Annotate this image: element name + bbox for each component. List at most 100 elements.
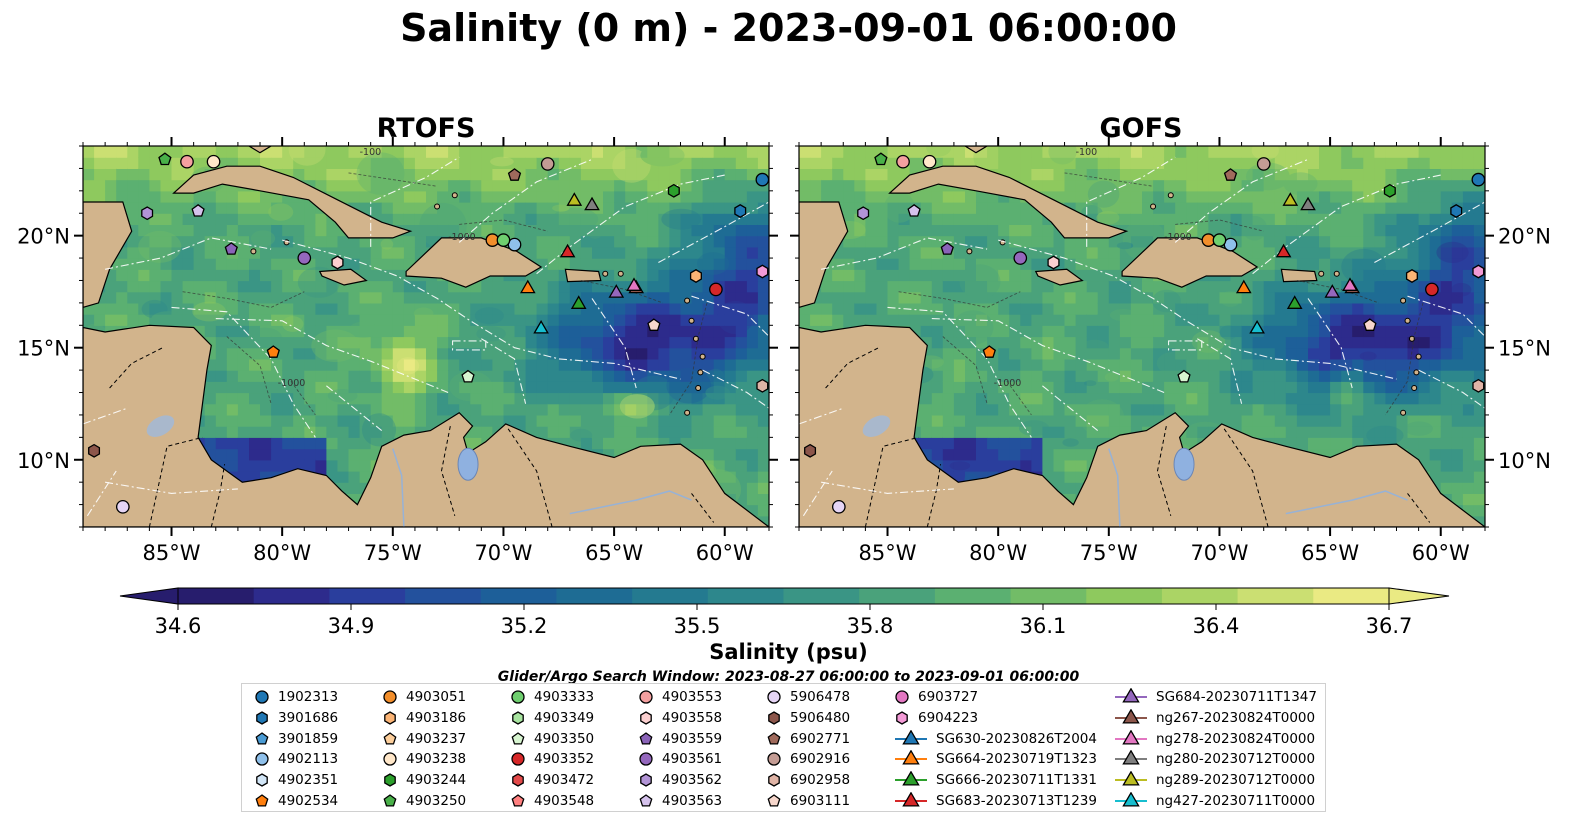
legend-marker-icon xyxy=(1115,792,1147,807)
obs-marker-3901686 xyxy=(1450,204,1463,218)
obs-marker-4903562 xyxy=(857,206,870,221)
obs-marker-1902313 xyxy=(1471,172,1485,187)
legend-item: ng278-20230824T0000 xyxy=(1114,729,1315,749)
legend-item: ng267-20230824T0000 xyxy=(1114,708,1315,728)
colorbar-segment xyxy=(1086,588,1163,604)
river xyxy=(569,490,692,515)
colorbar-segment xyxy=(253,588,330,604)
x-tick-label: 60°W xyxy=(696,541,754,565)
legend-item: 3901686 xyxy=(254,708,338,728)
legend-item: SG666-20230711T1331 xyxy=(894,770,1097,790)
legend-label: 4903350 xyxy=(534,730,595,747)
obs-marker-4902534 xyxy=(266,345,280,358)
colorbar-extend-high xyxy=(1388,587,1450,605)
colorbar: 34.6 34.9 35.2 35.5 35.8 36.1 36.4 36.7 xyxy=(119,587,1450,638)
eez-boundaries xyxy=(799,156,1485,517)
colorbar-segment xyxy=(1010,588,1087,604)
colorbar-segment xyxy=(556,588,633,604)
colorbar-segment xyxy=(178,588,255,604)
obs-marker-4902534 xyxy=(982,345,996,358)
legend-item: 4903561 xyxy=(638,749,722,769)
legend-label: SG666-20230711T1331 xyxy=(936,772,1097,789)
obs-marker-6903111 xyxy=(647,318,661,331)
eez-boundaries xyxy=(83,156,769,517)
contour-label: -1000 xyxy=(278,378,306,389)
legend-marker-icon xyxy=(256,773,268,787)
legend: 1902313 3901686 3901859 4902113 4902351 49025… xyxy=(241,683,1326,812)
legend-label: 4903250 xyxy=(406,793,467,809)
lake-nicaragua xyxy=(862,415,891,437)
legend-marker-icon xyxy=(895,792,927,807)
legend-marker-icon xyxy=(383,752,397,767)
legend-item: 4903250 xyxy=(382,791,466,811)
x-tick-label: 65°W xyxy=(1301,541,1359,565)
axes-frame: 85°W 80°W 75°W 70°W 65°W 60°W 20°N 15°N 10°N xyxy=(17,137,778,565)
obs-marker-4903350 xyxy=(461,369,475,383)
colorbar-tick-label: 35.2 xyxy=(501,614,548,638)
colorbar-segment xyxy=(859,588,936,604)
legend-marker-icon xyxy=(767,752,781,767)
obs-marker-4903562 xyxy=(141,206,154,221)
obs-marker-4903561 xyxy=(297,251,312,265)
legend-marker-icon xyxy=(1115,688,1147,703)
observation-markers xyxy=(88,152,769,514)
contour-label: -1000 xyxy=(994,378,1022,389)
contour-label: -1000 xyxy=(448,232,476,243)
legend-item: 6903727 xyxy=(894,687,978,707)
obs-marker-4903350 xyxy=(1177,369,1191,383)
land-masses xyxy=(83,146,769,527)
legend-label: 4903558 xyxy=(662,709,723,726)
river xyxy=(392,448,405,527)
legend-item: 1902313 xyxy=(254,687,338,707)
legend-item: 4903333 xyxy=(510,687,594,707)
obs-marker-4903238 xyxy=(922,154,937,169)
legend-item: 6902958 xyxy=(766,770,850,790)
river xyxy=(1108,448,1121,527)
x-tick-label: 85°W xyxy=(143,541,201,565)
colorbar-tick-label: 35.5 xyxy=(674,614,721,638)
colorbar-segment xyxy=(707,588,785,604)
obs-marker-4903352 xyxy=(709,282,723,297)
legend-label: 4903563 xyxy=(662,793,723,809)
legend-label: 4903051 xyxy=(406,689,467,705)
legend-marker-icon xyxy=(767,794,781,807)
obs-marker-4903186 xyxy=(689,269,702,283)
obs-marker-6904223 xyxy=(1472,264,1485,279)
map-panel-gofs: -1000 -1000 -100 85°W 80°W 75°W 70°W 65°W 60°W 20… xyxy=(790,137,1551,565)
obs-marker-ng280-20230712T0000 xyxy=(584,196,600,211)
obs-marker-4903238 xyxy=(206,154,221,169)
legend-label: SG684-20230711T1347 xyxy=(1156,689,1317,705)
colorbar-segment xyxy=(632,588,709,604)
legend-label: 6902771 xyxy=(790,730,851,747)
legend-marker-icon xyxy=(895,750,927,765)
legend-label: 4903237 xyxy=(406,730,467,747)
obs-marker-4903186 xyxy=(1405,269,1418,283)
legend-marker-icon xyxy=(1115,750,1147,765)
obs-marker-4903333 xyxy=(1212,233,1227,247)
colorbar-extend-low xyxy=(119,587,179,605)
legend-item: 6903111 xyxy=(766,791,850,811)
colorbar-tick-label: 35.8 xyxy=(847,614,894,638)
obs-marker-4903250 xyxy=(158,152,172,166)
legend-item: 4903350 xyxy=(510,729,594,749)
legend-item: 4903553 xyxy=(638,687,722,707)
x-tick-label: 70°W xyxy=(1190,541,1248,565)
legend-label: 4903352 xyxy=(534,751,595,768)
obs-marker-6903111 xyxy=(1363,318,1377,331)
legend-item: 4902534 xyxy=(254,791,338,811)
legend-label: 6902958 xyxy=(790,772,851,789)
x-tick-label: 80°W xyxy=(969,541,1027,565)
obs-marker-4903559 xyxy=(224,242,238,255)
colorbar-segment xyxy=(405,588,482,604)
legend-item: 5906478 xyxy=(766,687,850,707)
legend-marker-icon xyxy=(255,752,269,767)
legend-item: 5906480 xyxy=(766,708,850,728)
bathymetry-contours xyxy=(898,172,1424,416)
lake-maracaibo xyxy=(457,447,479,481)
obs-marker-5906480 xyxy=(804,443,817,458)
legend-label: ng289-20230712T0000 xyxy=(1156,772,1316,789)
colorbar-segment xyxy=(329,588,406,604)
legend-marker-icon xyxy=(511,690,525,704)
legend-label: 4903561 xyxy=(662,751,723,768)
x-tick-label: 75°W xyxy=(1080,541,1138,565)
